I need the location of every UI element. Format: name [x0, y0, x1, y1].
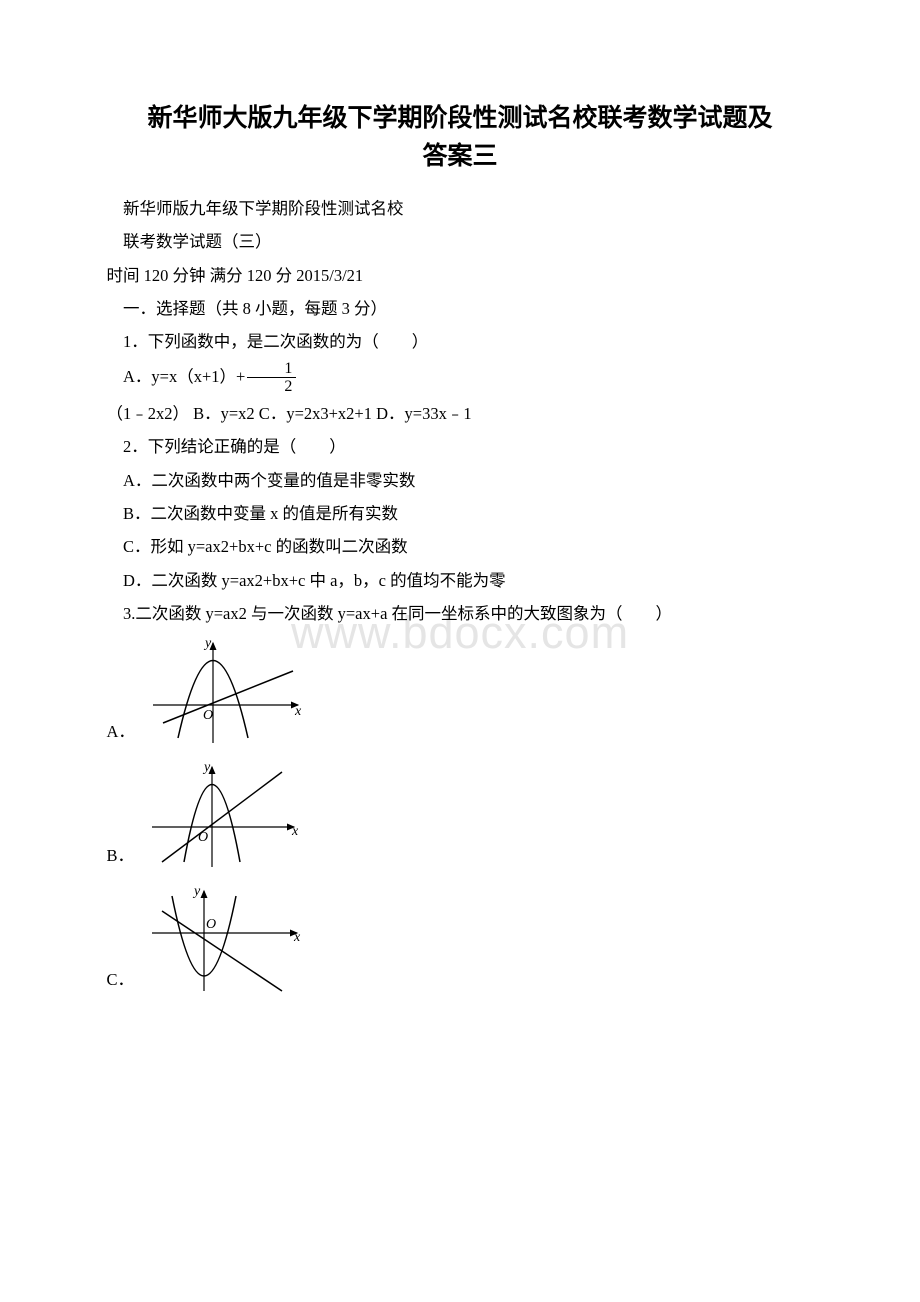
q2-option-d: D．二次函数 y=ax2+bx+c 中 a，b，c 的值均不能为零: [90, 565, 830, 596]
x-label: x: [291, 824, 299, 839]
subtitle-2: 联考数学试题（三）: [90, 226, 830, 257]
q3-stem: 3.二次函数 y=ax2 与一次函数 y=ax+a 在同一坐标系中的大致图象为（…: [90, 598, 830, 629]
origin-label: O: [206, 917, 216, 932]
origin-label: O: [198, 830, 208, 845]
q3-option-c-row: C． y x O: [90, 881, 830, 1001]
fraction-num: 1: [247, 360, 296, 379]
document-content: 新华师大版九年级下学期阶段性测试名校联考数学试题及 答案三 新华师版九年级下学期…: [90, 100, 830, 1001]
line: [163, 671, 293, 723]
graph-c: y x O: [142, 881, 312, 1001]
title-line-2: 答案三: [90, 138, 830, 176]
y-label: y: [202, 760, 211, 775]
graph-a: y x O: [143, 633, 313, 753]
q1-option-a: A．y=x（x+1）+12: [90, 360, 830, 396]
subtitle-1: 新华师版九年级下学期阶段性测试名校: [90, 193, 830, 224]
x-label: x: [293, 930, 301, 945]
section-1-heading: 一．选择题（共 8 小题，每题 3 分）: [90, 293, 830, 324]
page-title: 新华师大版九年级下学期阶段性测试名校联考数学试题及 答案三: [90, 100, 830, 175]
q1-options-rest: （1﹣2x2） B．y=x2 C．y=2x3+x2+1 D．y=33x﹣1: [90, 398, 830, 429]
title-line-1: 新华师大版九年级下学期阶段性测试名校联考数学试题及: [90, 100, 830, 138]
q3-option-b-label: B．: [90, 840, 134, 877]
q2-option-b: B．二次函数中变量 x 的值是所有实数: [90, 498, 830, 529]
y-label: y: [203, 636, 212, 651]
q2-stem: 2．下列结论正确的是（ ）: [90, 431, 830, 462]
fraction-den: 2: [247, 378, 296, 396]
q3-option-c-label: C．: [90, 964, 134, 1001]
origin-label: O: [203, 708, 213, 723]
q3-option-b-row: B． y x O: [90, 757, 830, 877]
q2-option-a: A．二次函数中两个变量的值是非零实数: [90, 465, 830, 496]
q1-a-text: A．y=x（x+1）+: [123, 367, 245, 386]
q3-option-a-label: A．: [90, 716, 135, 753]
line: [162, 911, 282, 991]
q3-option-a-row: A． y x O: [90, 633, 830, 753]
fraction-half: 12: [247, 360, 296, 396]
q1-stem: 1．下列函数中，是二次函数的为（ ）: [90, 326, 830, 357]
graph-b: y x O: [142, 757, 312, 877]
exam-info: 时间 120 分钟 满分 120 分 2015/3/21: [90, 260, 830, 291]
y-label: y: [192, 884, 201, 899]
x-label: x: [294, 704, 302, 719]
q2-option-c: C．形如 y=ax2+bx+c 的函数叫二次函数: [90, 531, 830, 562]
line: [162, 772, 282, 862]
